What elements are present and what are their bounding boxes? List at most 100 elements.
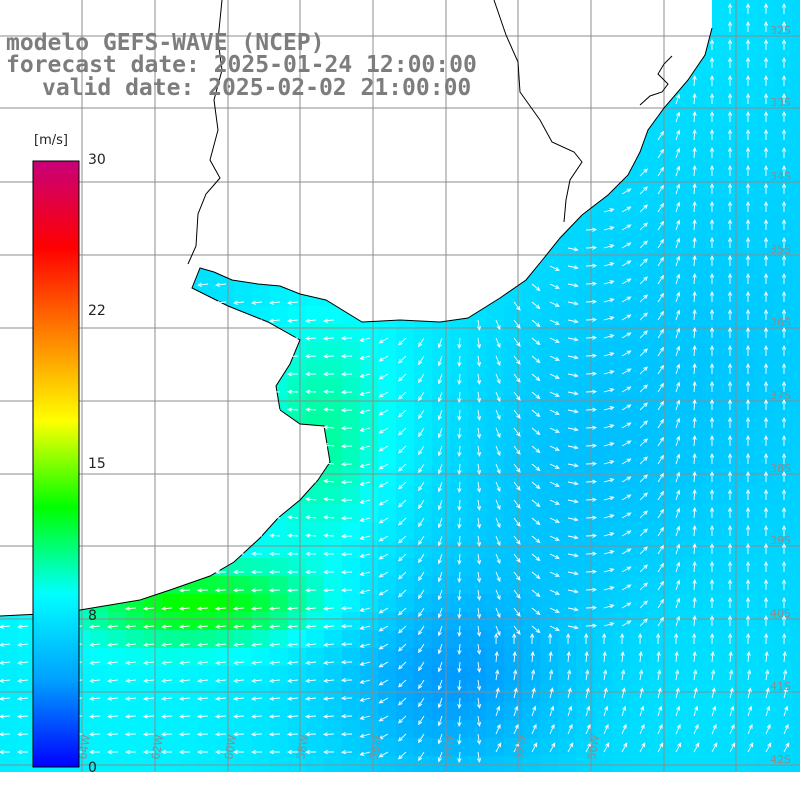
wind-arrow [781,452,787,464]
wind-arrow [692,128,697,141]
wind-arrow [437,445,443,457]
wind-arrow [323,642,335,647]
wind-arrow [531,687,536,699]
lon-label: 54W [440,734,457,761]
wind-arrow [196,569,209,575]
wind-arrow [250,732,263,737]
wind-arrow [378,643,389,650]
wind-arrow [437,427,443,439]
wind-arrow [513,499,521,509]
wind-arrow [359,427,371,432]
wind-arrow [304,696,317,701]
wind-arrow [657,723,663,735]
wind-arrow [781,362,787,374]
wind-arrow [727,92,733,104]
wind-arrow [232,696,245,701]
wind-arrow [621,404,632,411]
wind-arrow [727,488,733,500]
wind-arrow [457,571,462,584]
wind-arrow [621,296,632,303]
wind-arrow [214,569,227,575]
wind-arrow [378,697,389,704]
wind-arrow [196,749,208,755]
wind-arrow [196,318,209,323]
wind-arrow [286,588,299,593]
wind-arrow [745,38,751,50]
wind-arrow [747,723,753,735]
wind-arrow [675,381,681,393]
wind-arrow [763,380,769,392]
wind-arrow [495,499,501,511]
wind-arrow [549,301,560,307]
wind-arrow [418,463,425,474]
wind-arrow [269,678,281,683]
wind-arrow [781,38,787,50]
wind-arrow [340,336,353,341]
wind-arrow [322,749,334,755]
wind-arrow [0,678,11,683]
lat-label: 36S [770,316,791,329]
wind-arrow [783,687,788,699]
wind-arrow [727,272,733,284]
wind-arrow [214,354,227,359]
wind-arrow [233,660,245,665]
wind-arrow [322,407,335,412]
wind-arrow [476,427,482,439]
wind-arrow [709,380,715,392]
wind-arrow [709,344,715,356]
wind-arrow [567,427,579,432]
wind-arrow [781,434,787,446]
wind-arrow [476,571,482,583]
wind-arrow [359,643,371,648]
lat-label: 32S [770,24,791,37]
wind-arrow [763,38,769,50]
wind-arrow [709,110,715,122]
wind-arrow [143,624,155,629]
wind-arrow [142,606,155,611]
wind-arrow [197,624,209,629]
wind-arrow [727,524,733,536]
wind-arrow [214,749,226,755]
wind-arrow [495,723,501,735]
wind-arrow [691,632,697,645]
wind-arrow [378,607,389,614]
wind-arrow [530,650,535,663]
wind-arrow [437,355,443,367]
wind-arrow [232,407,245,412]
wind-arrow [657,580,664,591]
wind-arrow [304,569,317,575]
wind-arrow [692,110,697,123]
wind-arrow [531,481,541,490]
wind-arrow [727,74,733,86]
wind-arrow [657,148,664,159]
wind-arrow [745,128,751,140]
wind-arrow [603,687,608,699]
wind-arrow [378,535,389,542]
wind-arrow [16,696,29,701]
wind-arrow [214,551,227,557]
wind-arrow [397,715,407,724]
wind-arrow [418,643,425,654]
lon-label: 58W [294,734,311,761]
wind-arrow [675,165,681,177]
wind-arrow [513,337,521,347]
wind-arrow [215,642,227,647]
wind-arrow [397,733,407,742]
wind-arrow [269,624,281,629]
wind-arrow [675,723,681,735]
wind-arrow [549,742,556,753]
wind-arrow [268,696,281,701]
wind-arrow [233,461,245,466]
wind-arrow [763,560,769,572]
wind-arrow [549,499,560,505]
wind-arrow [340,516,353,521]
wind-arrow [160,606,173,611]
wind-arrow [214,407,227,412]
wind-arrow [781,326,787,338]
wind-arrow [476,319,482,331]
wind-arrow [585,705,591,717]
wind-arrow [692,560,697,573]
wind-arrow [418,589,425,600]
wind-arrow [675,417,681,429]
wind-arrow [531,373,541,382]
